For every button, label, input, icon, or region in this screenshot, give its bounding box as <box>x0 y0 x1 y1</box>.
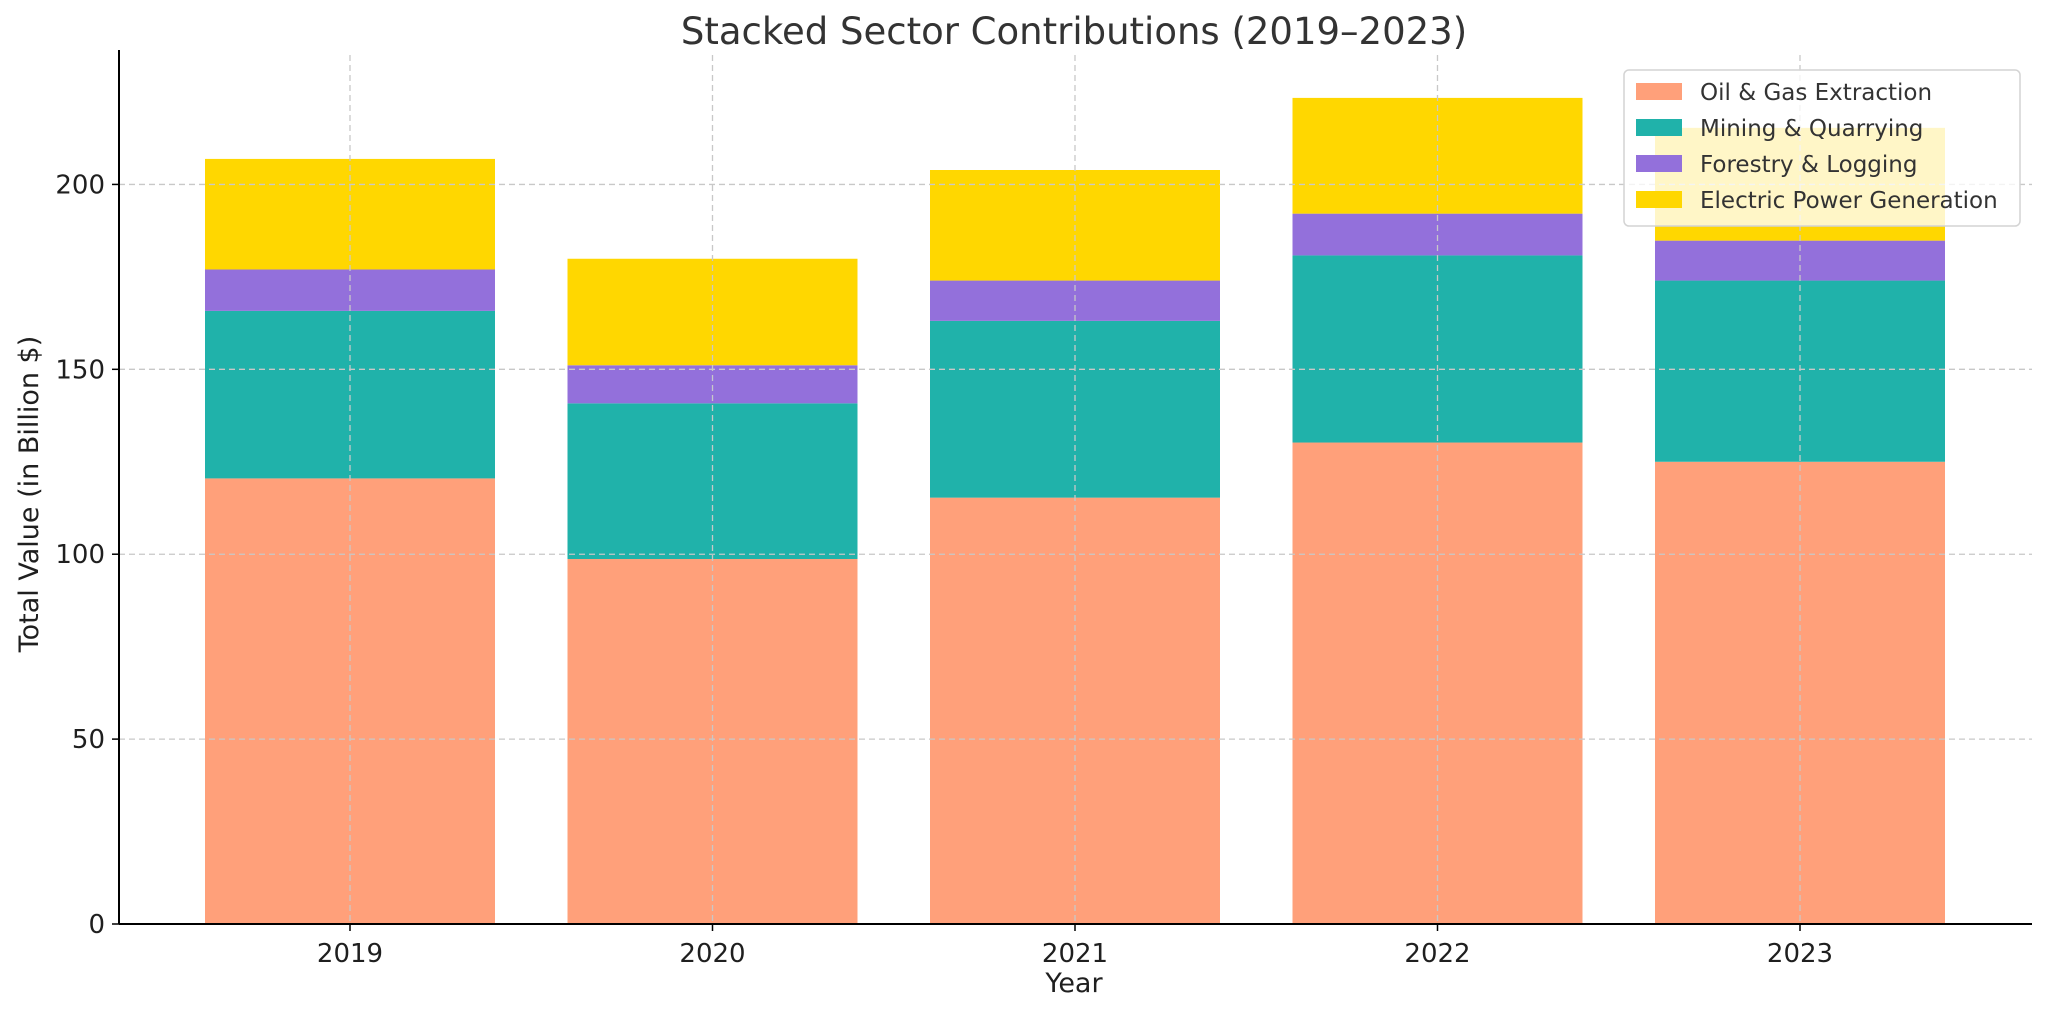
x-tick-label: 2023 <box>1767 939 1833 969</box>
x-tick-label: 2022 <box>1404 939 1470 969</box>
legend: Oil & Gas Extraction Mining & Quarrying Fo… <box>1623 69 2021 227</box>
y-tick-label: 150 <box>55 355 105 385</box>
legend-label: Electric Power Generation <box>1700 188 1998 214</box>
tick-labels: 0 50 100 150 200 2019 2020 2021 2022 2023 <box>55 170 1833 969</box>
y-tick-label: 50 <box>72 725 105 755</box>
x-tick-label: 2020 <box>679 939 745 969</box>
x-axis-label: Year <box>1044 968 1103 999</box>
legend-swatch <box>1636 155 1682 172</box>
bar-2023-series-0 <box>1655 461 1945 924</box>
x-tick-label: 2021 <box>1042 939 1108 969</box>
y-axis-label: Total Value (in Billion $) <box>14 336 45 654</box>
y-tick-label: 0 <box>88 910 105 940</box>
legend-label: Oil & Gas Extraction <box>1700 80 1932 106</box>
x-tick-label: 2019 <box>317 939 383 969</box>
legend-label: Forestry & Logging <box>1700 152 1917 178</box>
legend-label: Mining & Quarrying <box>1700 116 1923 142</box>
bar-2022-series-0 <box>1292 442 1583 924</box>
y-tick-label: 100 <box>55 540 105 570</box>
legend-box <box>1623 69 2021 227</box>
legend-swatch <box>1636 83 1682 100</box>
chart-title: Stacked Sector Contributions (2019–2023) <box>681 10 1467 53</box>
legend-swatch <box>1636 191 1682 208</box>
legend-swatch <box>1636 119 1682 136</box>
y-tick-label: 200 <box>55 170 105 200</box>
